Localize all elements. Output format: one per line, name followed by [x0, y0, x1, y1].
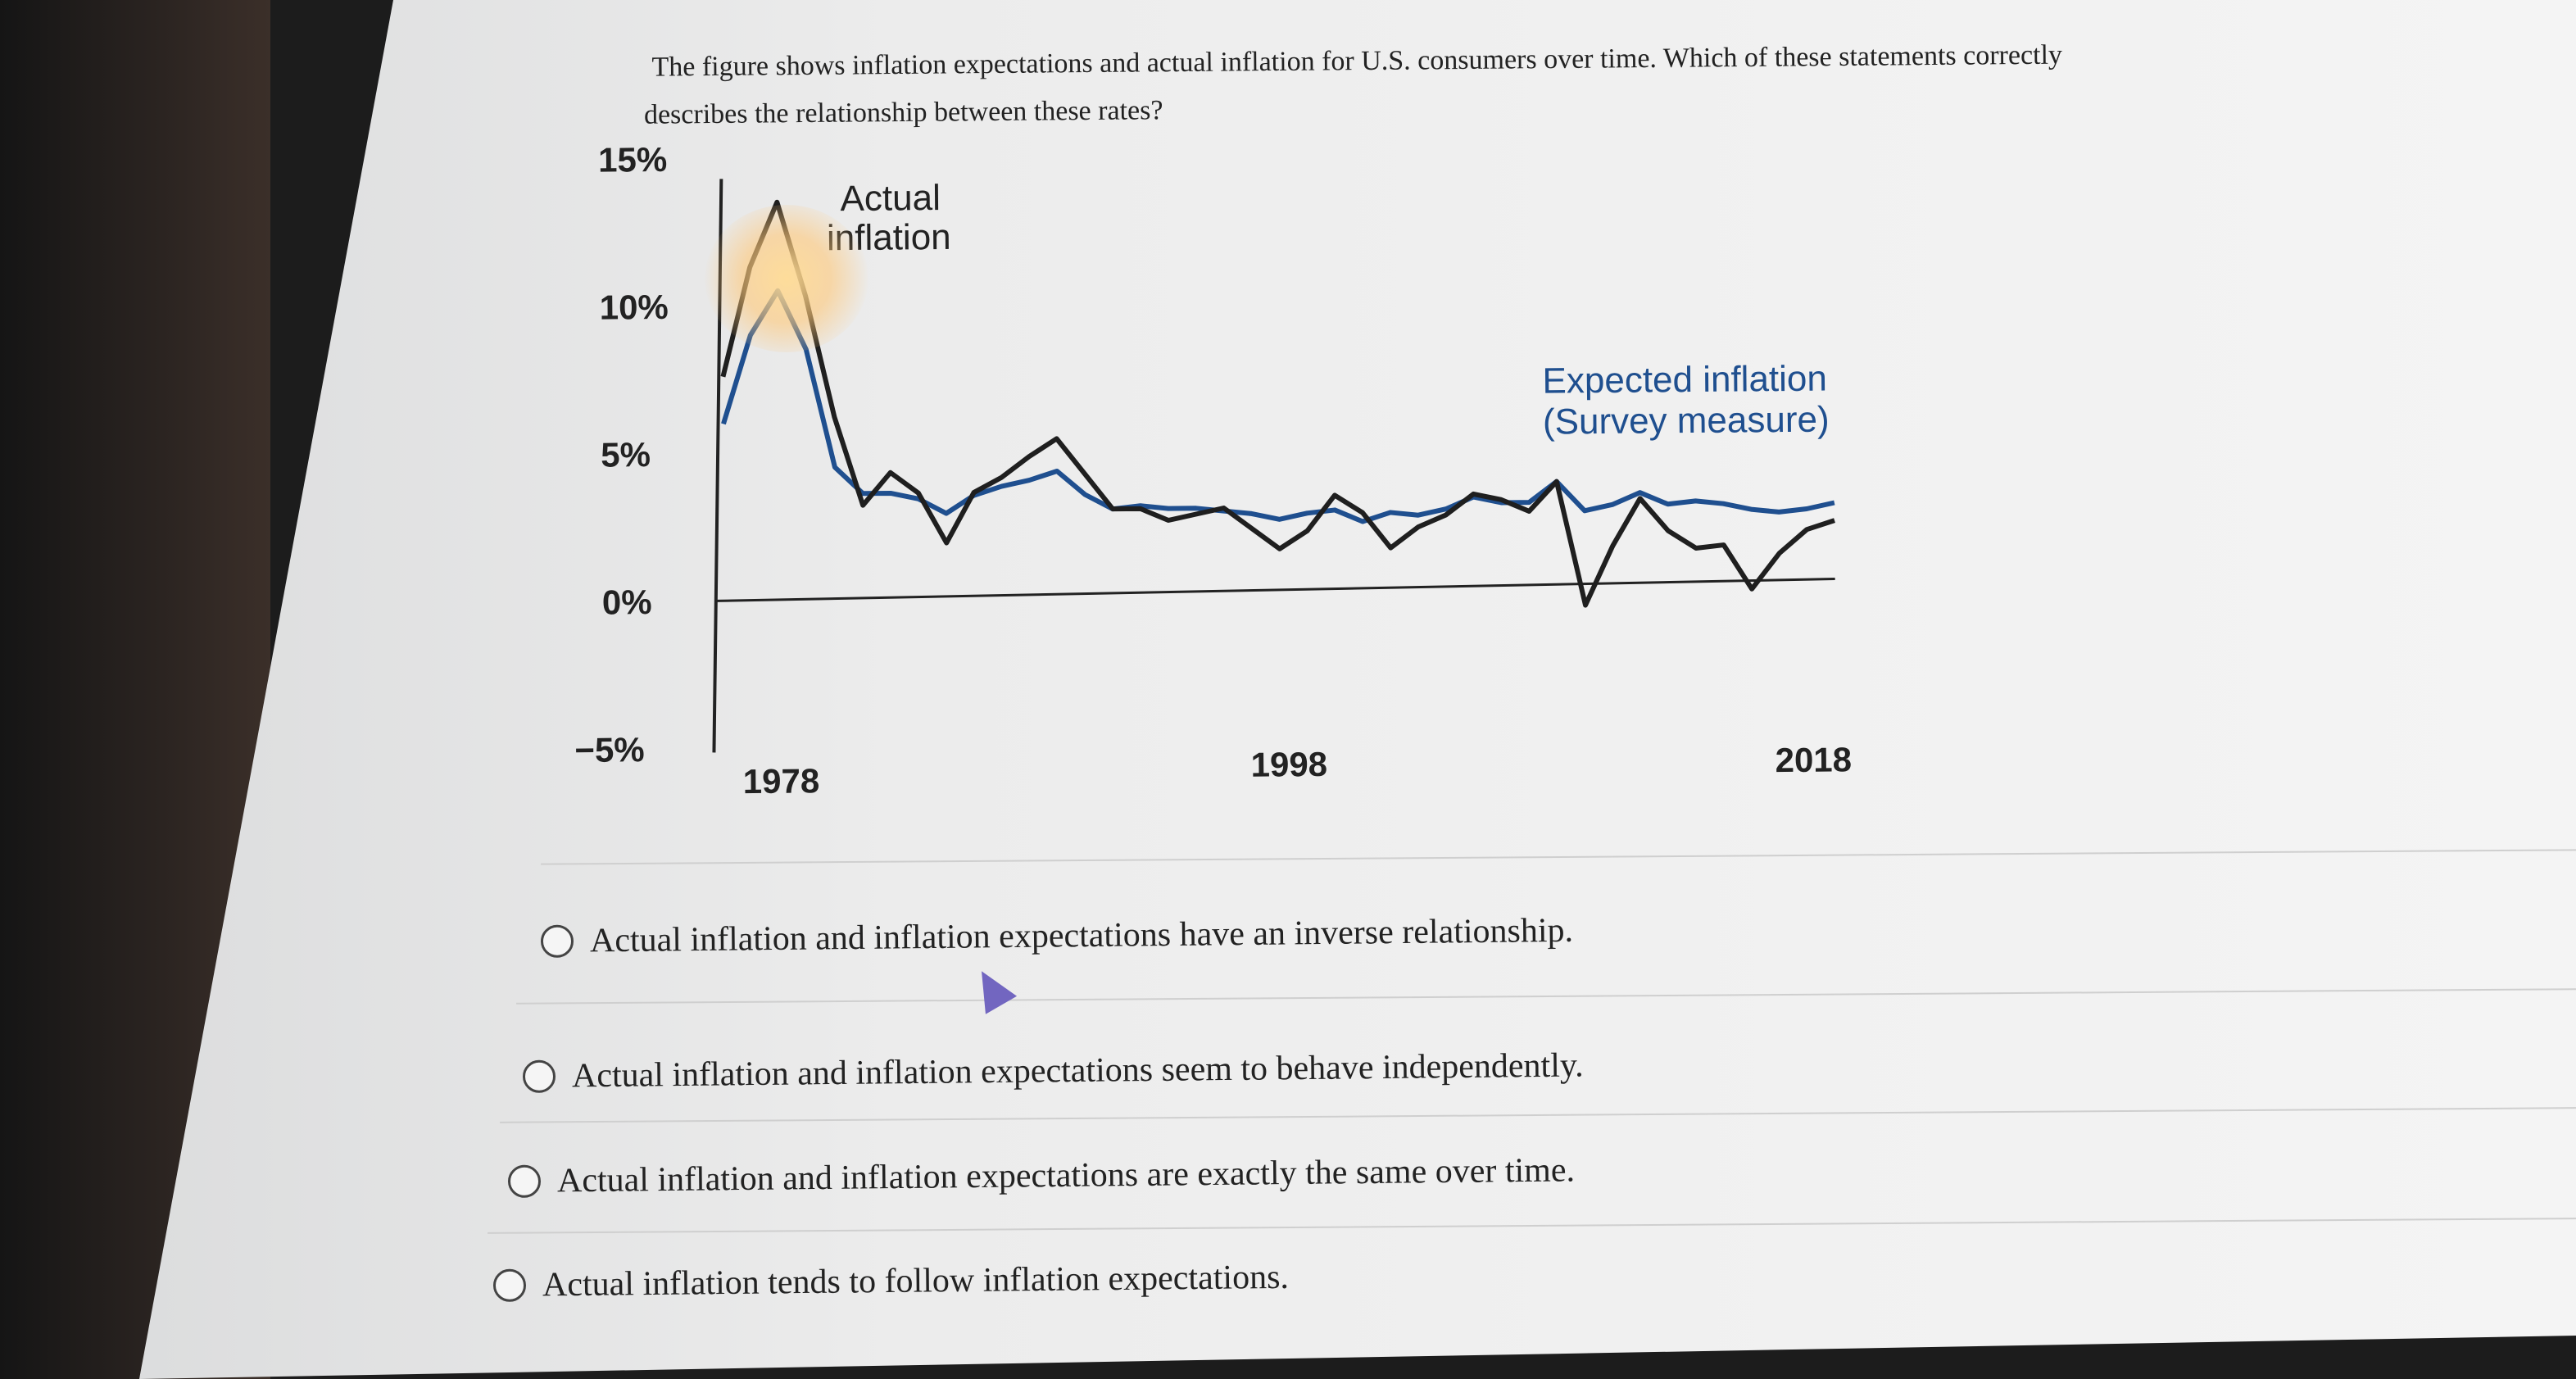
expected-inflation-label-line1: Expected inflation	[1542, 359, 1827, 401]
y-tick-label: −5%	[574, 730, 645, 769]
x-tick-label: 1978	[743, 761, 820, 801]
x-tick-labels: 1978 1998 2018	[743, 740, 1853, 801]
x-tick-label: 2018	[1775, 740, 1852, 779]
option-4[interactable]: Actual inflation tends to follow inflati…	[492, 1258, 1290, 1305]
radio-button[interactable]	[522, 1059, 556, 1093]
actual-inflation-label-line1: Actual	[840, 178, 941, 219]
y-tick-label: 0%	[602, 583, 652, 622]
y-tick-label: 10%	[599, 288, 668, 327]
y-tick-labels: 15% 10% 5% 0% −5%	[574, 140, 669, 769]
x-tick-label: 1998	[1250, 745, 1327, 784]
radio-button[interactable]	[492, 1268, 527, 1302]
option-label: Actual inflation tends to follow inflati…	[542, 1258, 1290, 1304]
chart-series	[720, 199, 1835, 608]
expected-inflation-line	[721, 288, 1835, 524]
light-glare	[705, 205, 868, 352]
question-line-2: describes the relationship between these…	[643, 95, 1163, 130]
y-tick-label: 5%	[601, 435, 651, 474]
actual-inflation-line	[720, 199, 1835, 608]
radio-button[interactable]	[540, 924, 574, 958]
expected-inflation-label-line2: (Survey measure)	[1543, 400, 1830, 442]
y-tick-label: 15%	[598, 140, 667, 179]
zero-baseline	[716, 577, 1835, 602]
radio-button[interactable]	[507, 1164, 542, 1198]
